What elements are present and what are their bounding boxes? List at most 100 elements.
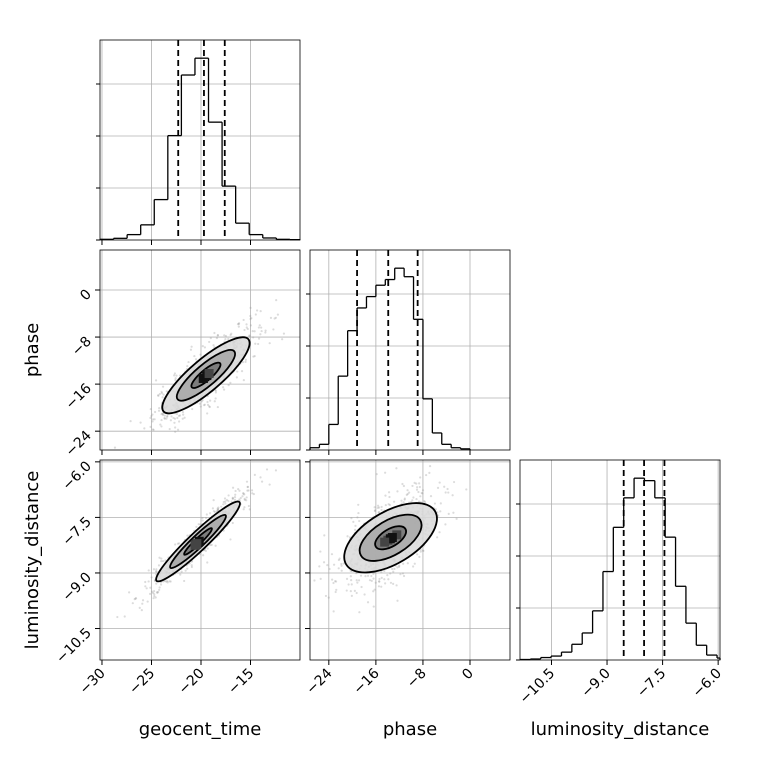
scatter-point [332, 563, 336, 566]
scatter-point [253, 473, 256, 476]
scatter-point [176, 416, 179, 420]
scatter-point [235, 376, 238, 379]
density-peak [387, 533, 397, 543]
y-tick-label: −8 [69, 334, 95, 360]
scatter-point [168, 580, 171, 583]
scatter-point [439, 502, 442, 505]
scatter-point [348, 536, 352, 539]
scatter-point [252, 492, 255, 496]
y-tick-label: −16 [63, 381, 95, 413]
scatter-point [248, 335, 251, 338]
scatter-point [158, 556, 161, 559]
scatter-point [388, 503, 391, 507]
scatter-point [243, 328, 246, 332]
scatter-point [222, 503, 225, 506]
scatter-point [352, 520, 355, 523]
scatter-point [276, 452, 278, 454]
x-axis-label-phase: phase [383, 719, 437, 740]
scatter-point [158, 586, 161, 589]
scatter-point [202, 554, 205, 557]
scatter-point [376, 504, 380, 507]
scatter-point [155, 582, 158, 585]
y-axis-label-phase: phase [22, 323, 43, 377]
scatter-point [366, 574, 370, 577]
scatter-area [116, 452, 278, 619]
scatter-point [244, 360, 247, 363]
scatter-point [359, 574, 363, 577]
scatter-point [373, 506, 376, 509]
density-peak [380, 537, 390, 547]
contour-line [175, 349, 236, 402]
scatter-point [220, 505, 223, 508]
scatter-point [326, 564, 329, 567]
scatter-point [342, 562, 345, 565]
scatter-point [150, 414, 153, 418]
scatter-point [221, 386, 225, 389]
scatter-point [237, 325, 240, 328]
contour-line [343, 502, 438, 574]
scatter-point [147, 580, 150, 583]
scatter-point [389, 572, 392, 575]
scatter-point [411, 499, 414, 502]
scatter-point [166, 414, 169, 418]
scatter-point [174, 430, 177, 433]
scatter-point [211, 507, 215, 510]
scatter-point [447, 491, 450, 494]
scatter-point [396, 566, 399, 569]
scatter-point [231, 521, 234, 525]
scatter-point [392, 582, 395, 585]
contour-line [374, 525, 407, 551]
scatter-point [150, 590, 154, 593]
scatter-point [231, 496, 234, 499]
scatter-point [264, 331, 267, 334]
scatter-point [421, 489, 425, 492]
scatter-point [416, 553, 419, 556]
scatter-point [357, 579, 361, 582]
scatter-point [396, 599, 399, 602]
scatter-point [234, 493, 237, 496]
scatter-point [415, 482, 418, 485]
scatter-point [157, 394, 160, 397]
scatter-point [227, 337, 230, 341]
scatter-point [160, 418, 163, 422]
scatter-point [206, 403, 210, 406]
scatter-point [189, 348, 193, 351]
scatter-point [216, 507, 219, 510]
scatter-point [223, 334, 226, 337]
scatter-point [246, 485, 249, 489]
scatter-point [444, 523, 447, 526]
scatter-point [214, 389, 218, 392]
hist-panel-geocent_time [96, 40, 301, 241]
x-tick-label: −6.0 [690, 666, 725, 701]
scatter-point [123, 615, 126, 618]
scatter-point [387, 503, 390, 506]
scatter-point [428, 471, 431, 475]
scatter-point [151, 428, 155, 431]
scatter-point [186, 534, 189, 537]
scatter-point [332, 581, 335, 585]
scatter-point [345, 577, 349, 580]
scatter-point [429, 495, 433, 498]
scatter-point [319, 577, 322, 580]
scatter-point [178, 420, 181, 423]
scatter-point [423, 501, 427, 504]
scatter-point [398, 564, 401, 567]
scatter-point [229, 538, 232, 541]
scatter-point [208, 405, 211, 408]
scatter-point [252, 336, 255, 339]
scatter-point [144, 585, 147, 588]
scatter-point [253, 354, 256, 358]
scatter-panel-geocent_time-luminosity_distance [100, 452, 300, 660]
scatter-point [161, 412, 164, 415]
scatter-point [116, 615, 119, 619]
scatter-point [383, 578, 386, 581]
scatter-point [139, 421, 142, 424]
scatter-point [140, 609, 143, 612]
scatter-point [130, 455, 132, 457]
scatter-point [345, 589, 348, 592]
scatter-point [170, 415, 173, 418]
scatter-point [173, 417, 177, 420]
scatter-point [425, 473, 428, 477]
scatter-point [134, 597, 138, 600]
scatter-point [162, 393, 165, 396]
